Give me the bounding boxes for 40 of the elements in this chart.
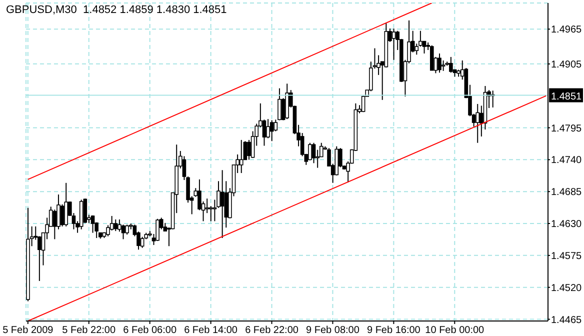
candlestick [125, 224, 129, 236]
ref-line-label: 1.4851 [551, 91, 582, 102]
y-tick-label: 1.4575 [551, 250, 582, 262]
candlestick [114, 218, 118, 232]
candlestick [205, 198, 209, 214]
candlestick [208, 206, 213, 222]
candlestick [476, 103, 480, 144]
y-tick-label: 1.4520 [551, 282, 582, 294]
y-tick-label: 1.4965 [551, 24, 582, 36]
candlestick [247, 139, 251, 160]
chart-title: GBPUSD,M30 1.4852 1.4859 1.4830 1.4851 [6, 4, 227, 16]
x-tick-label: 6 Feb 06:00 [123, 325, 177, 336]
candlestick [441, 60, 446, 72]
x-tick-label: 9 Feb 08:00 [306, 325, 360, 336]
x-tick-label: 9 Feb 16:00 [367, 325, 421, 336]
x-tick-label: 10 Feb 00:00 [425, 325, 485, 336]
candlestick [449, 56, 453, 74]
y-tick-label: 1.4685 [551, 187, 582, 198]
candlestick [60, 204, 64, 227]
x-tick-label: 6 Feb 14:00 [184, 325, 238, 336]
x-tick-label: 5 Feb 2009 [2, 325, 54, 336]
y-tick-label: 1.4905 [551, 59, 582, 70]
candlestick [266, 118, 270, 139]
y-tick-label: 1.4630 [551, 219, 582, 230]
candlestick [220, 170, 224, 239]
x-tick-label: 5 Feb 22:00 [62, 325, 116, 336]
candlestick [64, 182, 68, 227]
candlestick [430, 44, 434, 71]
candlestick [90, 214, 95, 234]
y-tick-label: 1.4465 [551, 314, 582, 326]
candlestick [438, 52, 442, 74]
y-tick-label: 1.4795 [551, 123, 582, 134]
candlestick [156, 218, 160, 242]
candlestick [239, 139, 244, 174]
candlestick [270, 120, 274, 142]
candlestick [392, 28, 396, 60]
y-tick-label: 1.4740 [551, 155, 582, 166]
x-tick-label: 6 Feb 22:00 [245, 325, 299, 336]
candlestick [308, 142, 312, 161]
candlestick [312, 142, 316, 164]
